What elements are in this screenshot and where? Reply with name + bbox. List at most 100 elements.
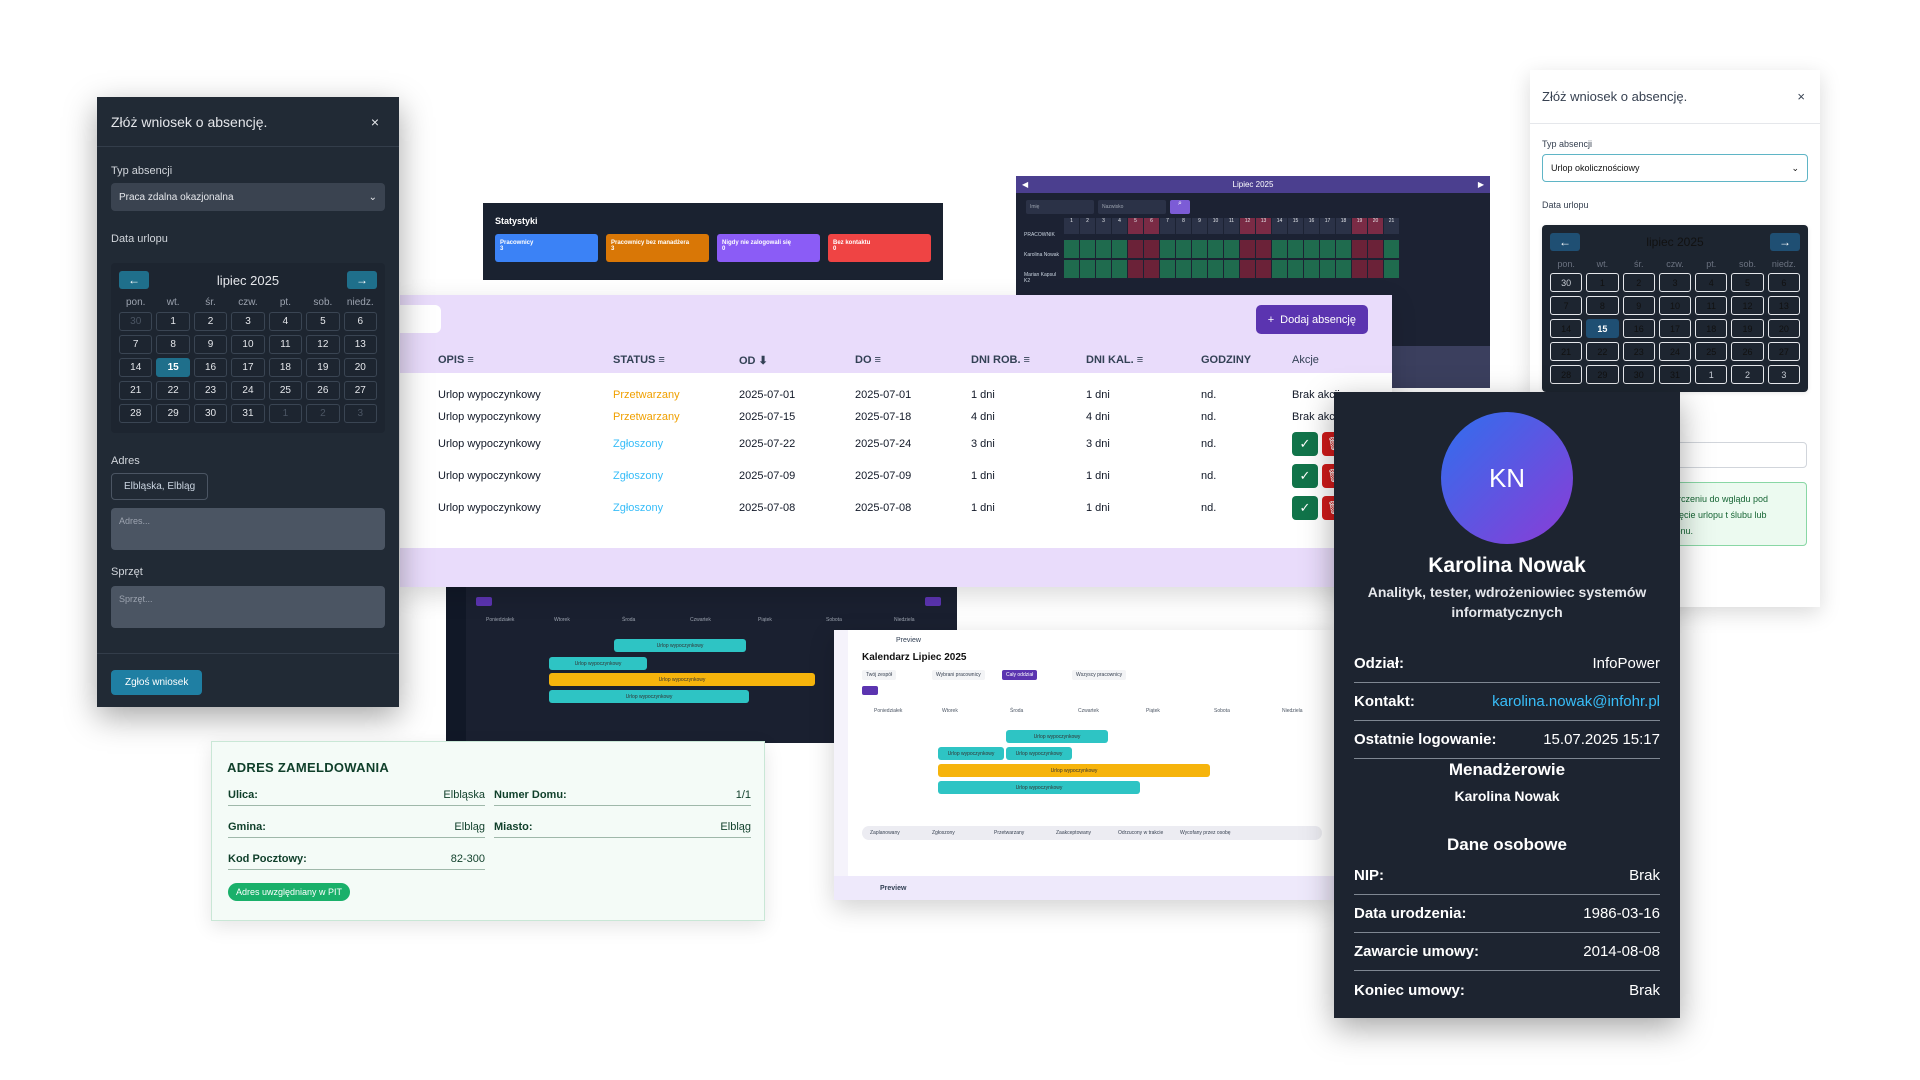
day-cell[interactable]: 18 [1695, 319, 1728, 338]
day-cell[interactable]: 7 [119, 335, 153, 354]
day-cell[interactable]: 6 [1767, 273, 1800, 292]
day-cell[interactable]: 3 [343, 404, 377, 423]
prev-button[interactable] [862, 686, 878, 695]
roster-cell[interactable] [1352, 240, 1367, 258]
day-cell[interactable]: 23 [193, 381, 228, 400]
stat-tile[interactable]: Bez kontaktu 0 [828, 234, 931, 262]
address-input[interactable]: Adres... [111, 508, 385, 550]
day-cell[interactable]: 2 [193, 312, 228, 331]
view-tab[interactable]: Wybrani pracownicy [932, 670, 985, 680]
roster-cell[interactable] [1256, 240, 1271, 258]
absence-bar[interactable]: Urlop wypoczynkowy [1006, 747, 1072, 760]
day-cell[interactable]: 15 [156, 358, 190, 377]
absence-bar[interactable]: Urlop wypoczynkowy [1006, 730, 1108, 743]
day-cell[interactable]: 24 [231, 381, 265, 400]
day-cell[interactable]: 25 [268, 381, 303, 400]
day-cell[interactable]: 22 [156, 381, 190, 400]
roster-cell[interactable] [1064, 240, 1079, 258]
day-cell[interactable]: 21 [1550, 342, 1583, 361]
roster-cell[interactable] [1336, 260, 1351, 278]
roster-cell[interactable] [1256, 260, 1271, 278]
absence-type-select[interactable]: Praca zdalna okazjonalna ⌄ [111, 183, 385, 211]
roster-cell[interactable] [1240, 240, 1255, 258]
roster-cell[interactable] [1144, 240, 1159, 258]
col-od[interactable]: OD ⬇ [739, 355, 768, 367]
day-cell[interactable]: 22 [1586, 342, 1619, 361]
stat-tile[interactable]: Nigdy nie zalogowali się 0 [717, 234, 820, 262]
roster-cell[interactable] [1080, 240, 1095, 258]
day-cell[interactable]: 17 [1658, 319, 1692, 338]
day-cell[interactable]: 2 [306, 404, 340, 423]
absence-bar[interactable]: Urlop wypoczynkowy [549, 657, 647, 670]
day-cell[interactable]: 20 [1767, 319, 1800, 338]
col-opis[interactable]: OPIS ≡ [438, 354, 474, 366]
col-dni-rob[interactable]: DNI ROB. ≡ [971, 354, 1030, 366]
roster-cell[interactable] [1384, 240, 1399, 258]
roster-cell[interactable] [1144, 260, 1159, 278]
day-cell[interactable]: 16 [1622, 319, 1655, 338]
day-cell[interactable]: 6 [343, 312, 377, 331]
roster-cell[interactable] [1240, 260, 1255, 278]
absence-type-select[interactable]: Urlop okolicznościowy ⌄ [1542, 154, 1808, 182]
absence-bar[interactable]: Urlop wypoczynkowy [938, 764, 1210, 777]
roster-cell[interactable] [1384, 260, 1399, 278]
close-icon[interactable]: × [1797, 89, 1805, 104]
day-cell[interactable]: 25 [1695, 342, 1728, 361]
roster-cell[interactable] [1336, 240, 1351, 258]
prev-month-button[interactable]: ← [119, 271, 149, 289]
approve-icon[interactable]: ✓ [1292, 464, 1318, 488]
day-cell[interactable]: 4 [1695, 273, 1728, 292]
day-cell[interactable]: 11 [268, 335, 303, 354]
roster-cell[interactable] [1112, 240, 1127, 258]
day-cell[interactable]: 21 [119, 381, 153, 400]
day-cell[interactable]: 14 [119, 358, 153, 377]
col-dni-kal[interactable]: DNI KAL. ≡ [1086, 354, 1144, 366]
absence-bar[interactable]: Urlop wypoczynkowy [938, 747, 1004, 760]
absence-bar[interactable]: Urlop wypoczynkowy [614, 639, 746, 652]
absence-bar[interactable]: Urlop wypoczynkowy [549, 690, 749, 703]
equipment-input[interactable]: Sprzęt... [111, 586, 385, 628]
day-cell[interactable]: 8 [156, 335, 190, 354]
submit-button[interactable]: Zgłoś wniosek [111, 670, 203, 695]
roster-cell[interactable] [1352, 260, 1367, 278]
day-cell[interactable]: 28 [1550, 365, 1583, 384]
roster-cell[interactable] [1208, 260, 1223, 278]
day-cell[interactable]: 24 [1658, 342, 1692, 361]
day-cell[interactable]: 8 [1586, 296, 1619, 315]
day-cell[interactable]: 3 [1767, 365, 1800, 384]
roster-cell[interactable] [1080, 260, 1095, 278]
stat-tile[interactable]: Pracownicy 3 [495, 234, 598, 262]
roster-cell[interactable] [1304, 240, 1319, 258]
roster-cell[interactable] [1224, 240, 1239, 258]
roster-cell[interactable] [1160, 260, 1175, 278]
roster-cell[interactable] [1272, 240, 1287, 258]
roster-cell[interactable] [1288, 260, 1303, 278]
roster-cell[interactable] [1176, 240, 1191, 258]
day-cell[interactable]: 2 [1731, 365, 1764, 384]
day-cell[interactable]: 3 [231, 312, 265, 331]
day-cell[interactable]: 26 [1731, 342, 1764, 361]
prev-month-button[interactable]: ◀ [1022, 180, 1029, 189]
address-chip[interactable]: Elbląska, Elbląg [111, 473, 209, 500]
roster-cell[interactable] [1064, 260, 1079, 278]
roster-cell[interactable] [1208, 240, 1223, 258]
day-cell[interactable]: 15 [1586, 319, 1619, 338]
day-cell[interactable]: 11 [1695, 296, 1728, 315]
next-month-button[interactable]: → [347, 271, 377, 289]
roster-cell[interactable] [1304, 260, 1319, 278]
day-cell[interactable]: 5 [306, 312, 340, 331]
day-cell[interactable]: 23 [1622, 342, 1655, 361]
day-cell[interactable]: 13 [343, 335, 377, 354]
roster-cell[interactable] [1224, 260, 1239, 278]
day-cell[interactable]: 19 [306, 358, 340, 377]
prev-button[interactable] [476, 597, 492, 606]
roster-cell[interactable] [1288, 240, 1303, 258]
approve-icon[interactable]: ✓ [1292, 496, 1318, 520]
roster-cell[interactable] [1320, 260, 1335, 278]
absence-bar[interactable]: Urlop wypoczynkowy [549, 673, 815, 686]
day-cell[interactable]: 5 [1731, 273, 1764, 292]
stat-tile[interactable]: Pracownicy bez manadżera 3 [606, 234, 709, 262]
email-link[interactable]: karolina.nowak@infohr.pl [1492, 693, 1660, 710]
next-month-button[interactable]: → [1770, 233, 1800, 251]
day-cell[interactable]: 12 [1731, 296, 1764, 315]
